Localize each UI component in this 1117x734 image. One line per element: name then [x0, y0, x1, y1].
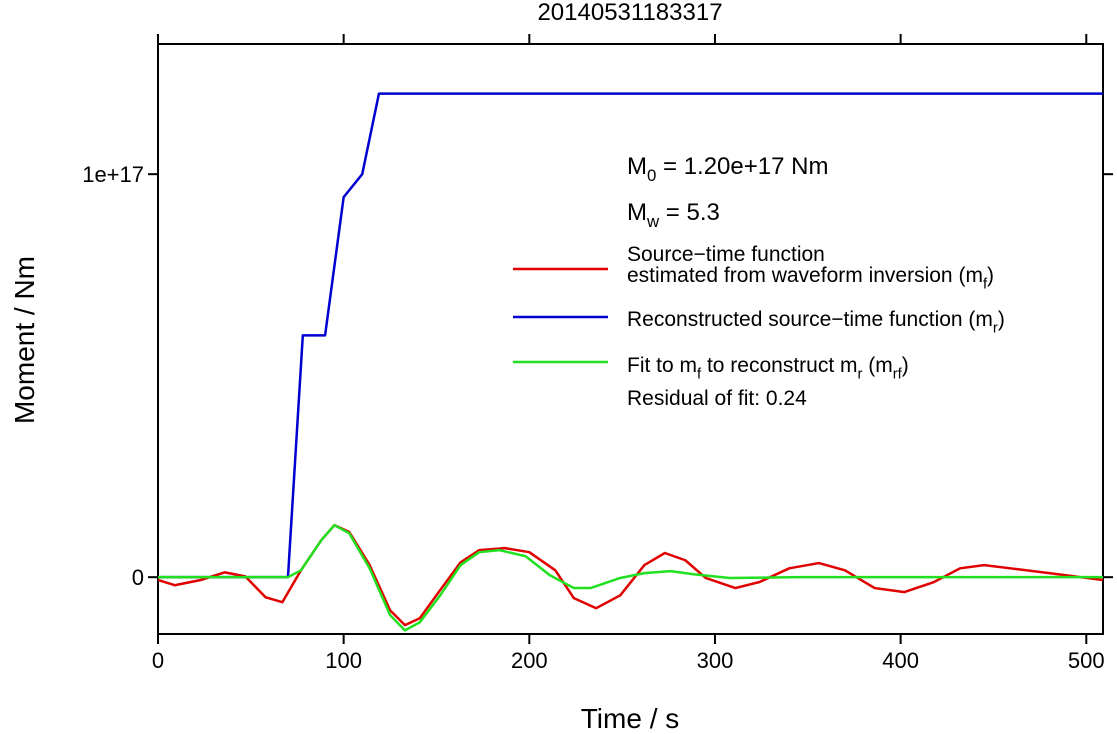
- text-part: r: [858, 366, 863, 382]
- plot-area: [158, 92, 1103, 632]
- text-part: (m: [862, 354, 892, 377]
- legend-label: Fit to mf to reconstruct mr (mrf): [627, 354, 909, 382]
- x-tick-label: 500: [1068, 648, 1105, 673]
- text-part: 0: [647, 166, 656, 185]
- legend-label: Source−time function: [627, 243, 825, 266]
- text-part: M: [627, 199, 647, 226]
- text-part: estimated from waveform inversion (m: [627, 264, 983, 287]
- text-part: ): [987, 264, 994, 287]
- text-part: = 1.20e+17 Nm: [656, 153, 828, 180]
- x-tick-label: 300: [697, 648, 734, 673]
- x-axis-label: Time / s: [581, 703, 680, 734]
- text-part: rf: [893, 366, 903, 382]
- note: Residual of fit: 0.24: [627, 387, 807, 410]
- text-part: Source−time function: [627, 243, 825, 266]
- x-tick-label: 400: [882, 648, 919, 673]
- plot-frame: [157, 43, 1104, 635]
- text-part: Fit to m: [627, 354, 697, 377]
- annotation: M0 = 1.20e+17 Nm: [627, 153, 828, 185]
- x-tick-label: 100: [325, 648, 362, 673]
- annotation: Mw = 5.3: [627, 199, 720, 231]
- y-tick-label: 0: [132, 565, 144, 590]
- text-part: Reconstructed source−time function (m: [627, 308, 993, 331]
- text-part: ): [998, 308, 1005, 331]
- text-part: w: [646, 212, 660, 231]
- series-line: [158, 523, 1103, 627]
- x-tick-label: 0: [152, 648, 164, 673]
- chart-title: 20140531183317: [537, 0, 722, 26]
- y-axis-label: Moment / Nm: [9, 256, 40, 424]
- text-part: to reconstruct m: [701, 354, 857, 377]
- series-line: [158, 92, 1103, 579]
- text-part: f: [983, 276, 988, 292]
- series-line: [158, 523, 1103, 632]
- legend-label: Reconstructed source−time function (mr): [627, 308, 1005, 336]
- legend-label: estimated from waveform inversion (mf): [627, 264, 994, 292]
- text-part: M: [627, 153, 647, 180]
- text-part: = 5.3: [659, 199, 720, 226]
- text-part: ): [902, 354, 909, 377]
- x-tick-label: 200: [511, 648, 548, 673]
- y-tick-label: 1e+17: [82, 162, 144, 187]
- text-part: r: [993, 320, 998, 336]
- text-part: f: [697, 366, 702, 382]
